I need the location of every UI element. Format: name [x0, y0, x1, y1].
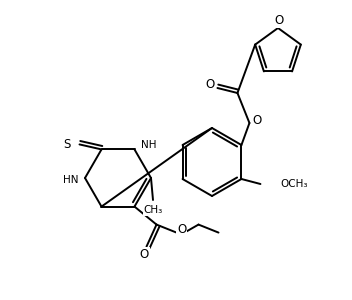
Text: O: O: [140, 248, 149, 261]
Text: O: O: [177, 223, 186, 236]
Text: O: O: [274, 14, 284, 28]
Text: O: O: [206, 79, 215, 92]
Text: S: S: [63, 138, 70, 151]
Text: OCH₃: OCH₃: [281, 179, 308, 189]
Text: HN: HN: [63, 175, 78, 185]
Text: O: O: [253, 113, 262, 127]
Text: CH₃: CH₃: [143, 205, 163, 215]
Text: NH: NH: [142, 140, 157, 150]
